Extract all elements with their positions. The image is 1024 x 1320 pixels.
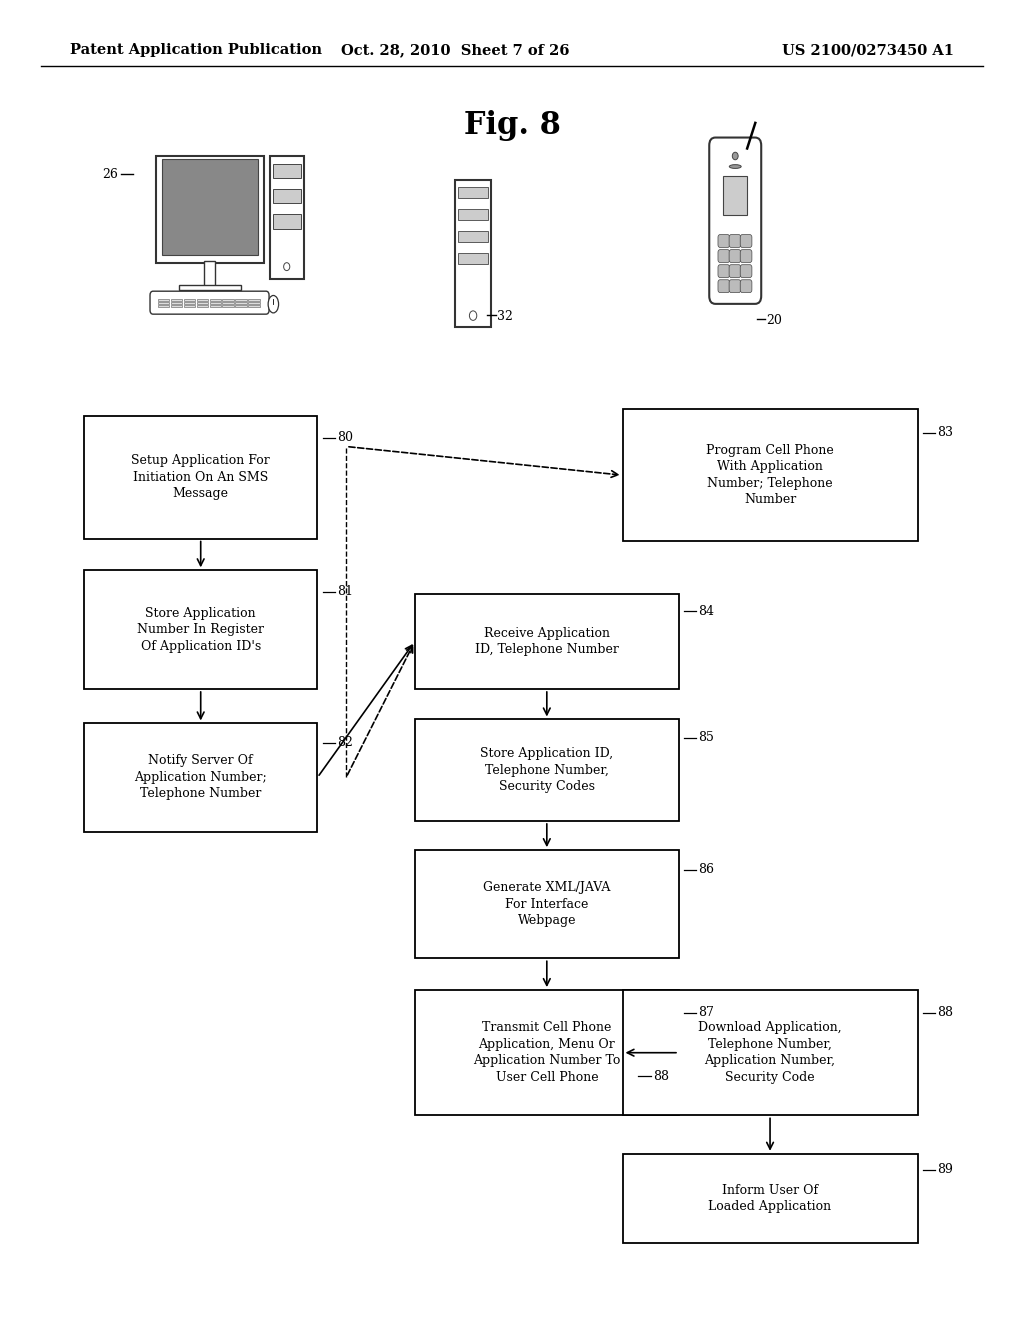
Text: 87: 87 bbox=[698, 1006, 715, 1019]
Bar bbox=[623, 990, 918, 1115]
Bar bbox=[248, 305, 260, 308]
Bar bbox=[197, 302, 208, 304]
FancyBboxPatch shape bbox=[718, 249, 730, 263]
Bar bbox=[248, 302, 260, 304]
FancyBboxPatch shape bbox=[740, 265, 752, 277]
Bar bbox=[415, 594, 679, 689]
FancyBboxPatch shape bbox=[740, 280, 752, 293]
Bar bbox=[210, 302, 221, 304]
Bar bbox=[222, 305, 233, 308]
Text: 84: 84 bbox=[698, 605, 715, 618]
Bar bbox=[236, 300, 247, 301]
Text: Inform User Of
Loaded Application: Inform User Of Loaded Application bbox=[709, 1184, 831, 1213]
FancyBboxPatch shape bbox=[710, 137, 761, 304]
Bar bbox=[458, 209, 488, 219]
Text: 26: 26 bbox=[101, 168, 118, 181]
Bar bbox=[623, 409, 918, 541]
FancyBboxPatch shape bbox=[718, 265, 730, 277]
Bar bbox=[456, 180, 490, 326]
Text: 85: 85 bbox=[698, 731, 715, 744]
Bar bbox=[197, 300, 208, 301]
Text: Store Application
Number In Register
Of Application ID's: Store Application Number In Register Of … bbox=[137, 607, 264, 652]
FancyBboxPatch shape bbox=[740, 235, 752, 247]
Bar bbox=[458, 186, 488, 198]
Bar bbox=[197, 305, 208, 308]
Bar bbox=[723, 176, 748, 215]
Bar bbox=[222, 300, 233, 301]
Circle shape bbox=[284, 263, 290, 271]
Bar bbox=[236, 302, 247, 304]
Bar bbox=[415, 850, 679, 958]
Bar bbox=[171, 300, 182, 301]
Bar bbox=[210, 300, 221, 301]
Text: Download Application,
Telephone Number,
Application Number,
Security Code: Download Application, Telephone Number, … bbox=[698, 1022, 842, 1084]
Bar bbox=[179, 285, 241, 290]
Bar bbox=[272, 164, 301, 178]
Circle shape bbox=[732, 152, 738, 160]
Bar bbox=[84, 570, 317, 689]
Bar bbox=[272, 214, 301, 228]
Bar bbox=[415, 719, 679, 821]
Bar bbox=[158, 300, 169, 301]
Bar bbox=[248, 300, 260, 301]
Bar bbox=[415, 990, 679, 1115]
Bar bbox=[162, 158, 258, 255]
Bar bbox=[222, 302, 233, 304]
Text: 86: 86 bbox=[698, 863, 715, 876]
Bar bbox=[458, 253, 488, 264]
Text: Notify Server Of
Application Number;
Telephone Number: Notify Server Of Application Number; Tel… bbox=[134, 755, 267, 800]
Text: Receive Application
ID, Telephone Number: Receive Application ID, Telephone Number bbox=[475, 627, 618, 656]
Circle shape bbox=[469, 312, 477, 321]
Text: 32: 32 bbox=[497, 310, 513, 323]
Text: 20: 20 bbox=[766, 314, 782, 327]
FancyBboxPatch shape bbox=[718, 280, 730, 293]
Bar bbox=[272, 189, 301, 203]
Bar bbox=[270, 156, 303, 279]
FancyBboxPatch shape bbox=[729, 265, 740, 277]
Bar bbox=[158, 305, 169, 308]
Bar bbox=[623, 1154, 918, 1243]
Text: Oct. 28, 2010  Sheet 7 of 26: Oct. 28, 2010 Sheet 7 of 26 bbox=[341, 44, 570, 57]
FancyBboxPatch shape bbox=[150, 292, 269, 314]
Bar bbox=[171, 305, 182, 308]
Text: 83: 83 bbox=[937, 426, 953, 440]
Text: Patent Application Publication: Patent Application Publication bbox=[70, 44, 322, 57]
FancyBboxPatch shape bbox=[729, 280, 740, 293]
FancyBboxPatch shape bbox=[740, 249, 752, 263]
Bar bbox=[171, 302, 182, 304]
Bar bbox=[458, 231, 488, 242]
Bar bbox=[205, 261, 215, 286]
Text: 82: 82 bbox=[337, 737, 353, 750]
FancyBboxPatch shape bbox=[718, 235, 730, 247]
Bar bbox=[183, 300, 196, 301]
Bar bbox=[210, 305, 221, 308]
Ellipse shape bbox=[729, 165, 741, 169]
Text: US 2100/0273450 A1: US 2100/0273450 A1 bbox=[782, 44, 954, 57]
Bar bbox=[183, 302, 196, 304]
Bar bbox=[236, 305, 247, 308]
Text: Fig. 8: Fig. 8 bbox=[464, 110, 560, 141]
Text: 88: 88 bbox=[653, 1071, 669, 1082]
Bar bbox=[84, 416, 317, 539]
Text: 88: 88 bbox=[937, 1006, 953, 1019]
Text: Transmit Cell Phone
Application, Menu Or
Application Number To
User Cell Phone: Transmit Cell Phone Application, Menu Or… bbox=[473, 1022, 621, 1084]
Text: 89: 89 bbox=[937, 1163, 953, 1176]
Bar bbox=[158, 302, 169, 304]
Bar bbox=[183, 305, 196, 308]
Text: Setup Application For
Initiation On An SMS
Message: Setup Application For Initiation On An S… bbox=[131, 454, 270, 500]
Text: Store Application ID,
Telephone Number,
Security Codes: Store Application ID, Telephone Number, … bbox=[480, 747, 613, 793]
Text: 80: 80 bbox=[337, 432, 353, 445]
Text: 81: 81 bbox=[337, 585, 353, 598]
Ellipse shape bbox=[268, 296, 279, 313]
Bar bbox=[84, 723, 317, 832]
Bar bbox=[156, 156, 264, 263]
Text: Program Cell Phone
With Application
Number; Telephone
Number: Program Cell Phone With Application Numb… bbox=[707, 444, 834, 507]
FancyBboxPatch shape bbox=[729, 249, 740, 263]
FancyBboxPatch shape bbox=[729, 235, 740, 247]
Text: Generate XML/JAVA
For Interface
Webpage: Generate XML/JAVA For Interface Webpage bbox=[483, 882, 610, 927]
